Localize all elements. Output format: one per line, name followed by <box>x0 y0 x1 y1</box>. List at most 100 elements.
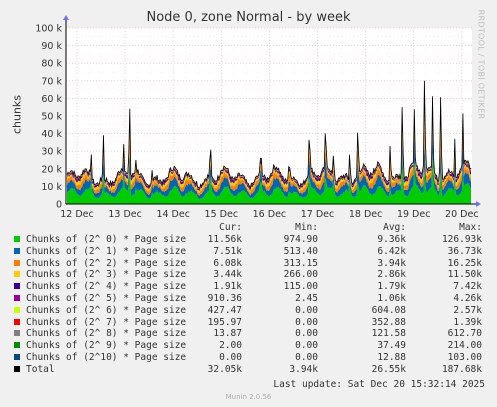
legend-cur: 195.97 <box>207 316 242 328</box>
x-tick-label: 14 Dec <box>156 209 190 220</box>
legend-name: Chunks of (2^ 4) * Page size <box>26 281 187 293</box>
legend-swatch <box>14 318 20 325</box>
x-tick-label: 15 Dec <box>205 209 239 220</box>
legend-cur: 0.00 <box>219 352 242 363</box>
legend-swatch <box>14 354 20 360</box>
legend-swatch <box>14 236 20 242</box>
legend-min: 0.00 <box>295 316 318 328</box>
x-tick-label: 12 Dec <box>60 209 94 220</box>
legend-name: Chunks of (2^ 1) * Page size <box>26 245 187 257</box>
header-avg: Avg: <box>383 222 406 233</box>
legend-swatch <box>14 330 20 337</box>
legend-min: 0.00 <box>295 340 318 352</box>
x-tick-label: 19 Dec <box>397 209 431 220</box>
legend-max: 16.25k <box>447 257 482 269</box>
legend-max: 2.57k <box>453 304 482 316</box>
x-tick-label: 16 Dec <box>253 209 287 220</box>
legend-cur: 13.87 <box>213 328 242 340</box>
x-tick-label: 13 Dec <box>108 209 142 220</box>
legend-max: 187.68k <box>441 363 482 375</box>
header-max: Max: <box>459 222 482 233</box>
legend-name: Chunks of (2^ 9) * Page size <box>26 340 187 352</box>
y-tick-label: 70 k <box>41 76 62 87</box>
legend-min: 115.00 <box>283 281 318 293</box>
x-tick-label: 17 Dec <box>301 209 335 220</box>
last-update: Last update: Sat Dec 20 15:32:14 2025 <box>273 379 485 390</box>
rrdtool-credit: RRDTOOL / TOBI OETIKER <box>476 9 486 120</box>
legend-max: 4.26k <box>453 293 482 304</box>
area-series-1 <box>67 125 471 200</box>
y-tick-label: 60 k <box>41 94 62 105</box>
legend-swatch <box>14 283 20 290</box>
y-tick-label: 40 k <box>41 129 62 140</box>
legend-max: 1.39k <box>453 316 482 328</box>
y-tick-label: 30 k <box>41 147 62 158</box>
chart-title: Node 0, zone Normal - by week <box>146 10 351 25</box>
legend-avg: 12.88 <box>377 352 406 363</box>
legend-name: Chunks of (2^ 3) * Page size <box>26 269 187 281</box>
legend-max: 103.00 <box>447 352 482 363</box>
legend-avg: 37.49 <box>377 340 406 352</box>
legend-cur: 11.56k <box>207 234 242 245</box>
legend-swatch <box>14 342 20 349</box>
legend-name: Chunks of (2^ 5) * Page size <box>26 293 187 304</box>
munin-version: Munin 2.0.56 <box>225 393 272 401</box>
legend-swatch <box>14 259 20 266</box>
y-tick-label: 10 k <box>41 182 62 193</box>
y-tick-label: 90 k <box>41 41 62 52</box>
legend-max: 214.00 <box>447 340 482 352</box>
legend-max: 7.42k <box>453 281 482 293</box>
total-line <box>66 80 472 190</box>
legend-min: 0.00 <box>295 352 318 363</box>
y-axis-arrow <box>63 15 69 20</box>
legend-avg: 604.08 <box>371 304 406 316</box>
area-series-0 <box>67 152 471 204</box>
legend-cur: 427.47 <box>207 304 242 316</box>
legend-cur: 3.44k <box>213 269 242 281</box>
legend-min: 313.15 <box>283 257 318 269</box>
legend-name: Chunks of (2^ 0) * Page size <box>26 234 187 245</box>
area-series-2 <box>67 114 471 196</box>
legend-swatch <box>14 271 20 278</box>
y-tick-label: 80 k <box>41 59 62 70</box>
legend-name: Chunks of (2^ 6) * Page size <box>26 304 187 316</box>
legend-name: Total <box>26 363 55 375</box>
y-axis-label: chunks <box>10 94 24 135</box>
legend-avg: 1.06k <box>377 293 406 304</box>
legend-name: Chunks of (2^10) * Page size <box>26 352 187 363</box>
legend-min: 974.90 <box>283 234 318 245</box>
legend-cur: 1.91k <box>213 281 242 293</box>
area-series <box>66 80 472 204</box>
legend-min: 3.94k <box>289 363 318 375</box>
legend-name: Chunks of (2^ 2) * Page size <box>26 257 187 269</box>
legend-cur: 6.08k <box>213 257 242 269</box>
legend-cur: 32.05k <box>207 363 242 375</box>
legend-min: 0.00 <box>295 304 318 316</box>
legend-avg: 121.58 <box>371 328 406 340</box>
legend-cur: 2.00 <box>219 340 242 352</box>
y-tick-label: 100 k <box>35 24 62 35</box>
legend-max: 126.93k <box>441 234 482 245</box>
legend-avg: 6.42k <box>377 245 406 257</box>
legend-max: 36.73k <box>447 245 482 257</box>
legend-swatch <box>14 306 20 313</box>
legend-cur: 910.36 <box>207 293 242 304</box>
header-min: Min: <box>295 222 318 233</box>
legend-min: 266.00 <box>283 269 318 281</box>
legend-max: 612.70 <box>447 328 482 340</box>
legend-min: 0.00 <box>295 328 318 340</box>
legend-cur: 7.51k <box>213 245 242 257</box>
legend-max: 11.50k <box>447 269 482 281</box>
x-tick-label: 20 Dec <box>445 209 479 220</box>
x-axis-arrow <box>476 201 481 207</box>
x-tick-label: 18 Dec <box>349 209 383 220</box>
legend-swatch <box>14 295 20 301</box>
y-tick-label: 0 <box>56 200 62 211</box>
legend-name: Chunks of (2^ 7) * Page size <box>26 316 187 328</box>
legend-name: Chunks of (2^ 8) * Page size <box>26 328 187 340</box>
axes <box>63 15 481 207</box>
legend-avg: 26.55k <box>371 363 406 375</box>
y-tick-label: 50 k <box>41 112 62 123</box>
legend-min: 2.45 <box>295 293 318 304</box>
